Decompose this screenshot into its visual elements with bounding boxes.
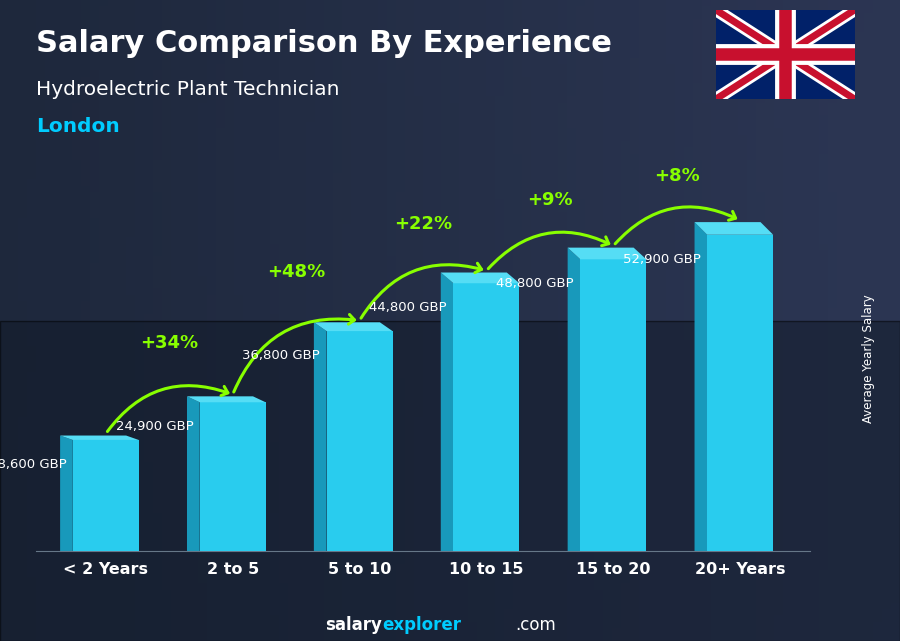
Bar (580, 260, 646, 551)
Polygon shape (568, 247, 646, 260)
FancyBboxPatch shape (0, 320, 900, 641)
Text: salary: salary (326, 616, 382, 634)
Polygon shape (60, 435, 73, 551)
Polygon shape (60, 435, 139, 440)
Polygon shape (441, 272, 519, 283)
Text: +48%: +48% (267, 263, 325, 281)
Bar (73, 440, 139, 551)
Polygon shape (314, 322, 327, 551)
Text: 24,900 GBP: 24,900 GBP (115, 420, 194, 433)
Polygon shape (695, 222, 773, 235)
Text: 36,800 GBP: 36,800 GBP (242, 349, 320, 362)
Polygon shape (187, 396, 266, 403)
Text: +8%: +8% (654, 167, 699, 185)
Bar (454, 283, 519, 551)
Text: 18,600 GBP: 18,600 GBP (0, 458, 67, 471)
Text: Average Yearly Salary: Average Yearly Salary (862, 295, 875, 423)
Text: Salary Comparison By Experience: Salary Comparison By Experience (36, 29, 612, 58)
Text: 52,900 GBP: 52,900 GBP (623, 253, 701, 266)
Text: London: London (36, 117, 120, 136)
Bar (200, 403, 266, 551)
Bar (707, 235, 773, 551)
Text: +34%: +34% (140, 334, 198, 352)
Text: 44,800 GBP: 44,800 GBP (370, 301, 447, 314)
Polygon shape (441, 272, 454, 551)
Polygon shape (314, 322, 392, 331)
Text: .com: .com (515, 616, 555, 634)
Bar (327, 331, 392, 551)
Text: +22%: +22% (394, 215, 452, 233)
Text: +9%: +9% (527, 191, 572, 209)
Text: explorer: explorer (382, 616, 462, 634)
Text: 48,800 GBP: 48,800 GBP (497, 278, 574, 290)
Polygon shape (187, 396, 200, 551)
Text: Hydroelectric Plant Technician: Hydroelectric Plant Technician (36, 80, 339, 99)
Polygon shape (568, 247, 580, 551)
Polygon shape (695, 222, 707, 551)
